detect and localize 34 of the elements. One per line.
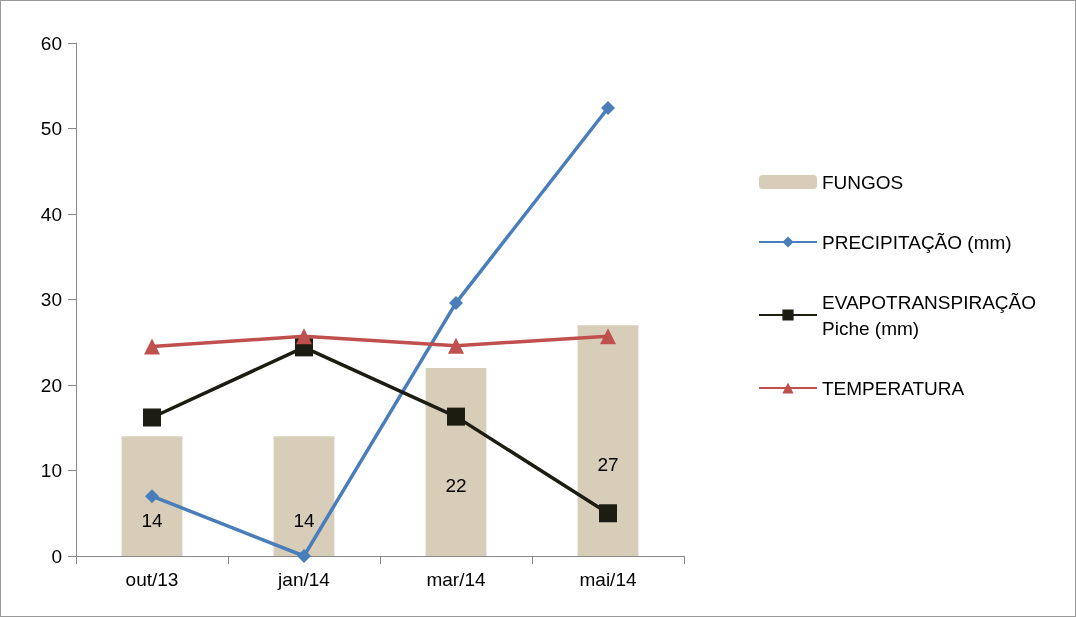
y-tick-label: 10 — [40, 460, 62, 481]
bar — [425, 367, 487, 556]
point — [297, 549, 311, 563]
point — [447, 407, 465, 426]
point — [599, 504, 617, 523]
x-tick-label: out/13 — [125, 569, 179, 590]
data-label: 22 — [445, 475, 467, 497]
legend-label: PRECIPITAÇÃO (mm) — [822, 231, 1012, 253]
point — [448, 337, 464, 354]
data-label: 14 — [141, 509, 163, 531]
y-tick-label: 60 — [40, 32, 62, 54]
data-label: 27 — [597, 454, 619, 476]
point — [600, 328, 616, 345]
y-tick-label: 20 — [40, 374, 62, 396]
bar — [273, 436, 335, 556]
legend-label: EVAPOTRANSPIRAÇÃO Piche (mm) — [822, 291, 1042, 339]
y-tick-label: 30 — [40, 289, 62, 310]
bar — [121, 436, 183, 556]
point — [601, 100, 615, 115]
data-label: 14 — [293, 509, 315, 531]
x-tick-label: jan/14 — [277, 569, 331, 590]
legend-label: TEMPERATURA — [822, 377, 965, 399]
y-tick-label: 40 — [40, 203, 62, 225]
bar — [577, 325, 639, 556]
x-tick-label: mai/14 — [579, 569, 637, 590]
y-tick-label: 50 — [40, 118, 62, 139]
x-tick-label: mar/14 — [426, 569, 486, 590]
point — [449, 295, 463, 310]
point — [296, 328, 312, 345]
point — [145, 489, 159, 504]
point — [144, 338, 160, 355]
legend-label: FUNGOS — [822, 171, 904, 193]
point — [143, 408, 161, 427]
y-tick-label: 0 — [51, 545, 62, 567]
